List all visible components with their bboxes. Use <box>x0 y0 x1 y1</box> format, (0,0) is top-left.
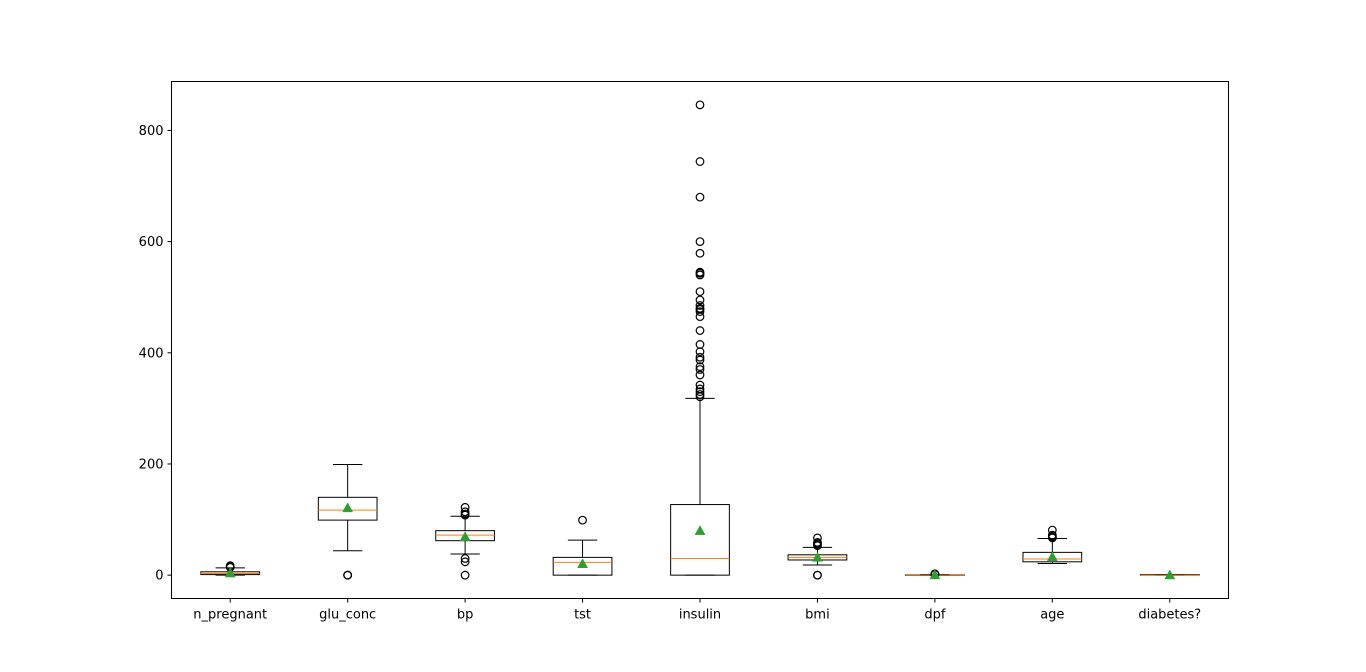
x-tick-label: bmi <box>805 608 830 623</box>
x-axis: n_pregnant glu_conc bp tst insulin bmi dpf age d… <box>193 598 1201 623</box>
box-insulin <box>670 100 730 576</box>
outlier-point <box>695 380 705 390</box>
mean-marker <box>929 569 941 580</box>
outlier-point <box>578 515 587 525</box>
box-bp <box>435 502 495 580</box>
mean-marker <box>577 558 588 569</box>
x-tick-label: n_pregnant <box>193 608 267 623</box>
box-age <box>1022 525 1083 564</box>
x-tick-label: dpf <box>924 608 946 623</box>
outlier-point <box>695 301 705 310</box>
outlier-point <box>695 307 705 317</box>
x-tick-label: age <box>1040 608 1064 623</box>
box-iqr <box>317 496 378 521</box>
axes-frame <box>171 81 1229 599</box>
box-iqr <box>670 504 730 576</box>
y-tick-label: 400 <box>139 346 164 361</box>
outlier-point <box>695 370 705 380</box>
x-tick-label: insulin <box>679 608 721 623</box>
outlier-point <box>695 326 705 335</box>
mean-marker <box>459 531 471 542</box>
outlier-point <box>460 502 470 512</box>
y-tick-label: 0 <box>155 569 163 584</box>
outlier-point <box>695 157 705 166</box>
outlier-point <box>695 287 705 297</box>
mean-marker <box>812 551 823 562</box>
y-axis: 0 200 400 600 800 <box>139 124 172 584</box>
mean-marker <box>342 502 354 513</box>
box-diabetes <box>1139 569 1200 580</box>
outlier-point <box>695 362 705 372</box>
outlier-point <box>460 507 470 517</box>
outlier-point <box>460 554 470 563</box>
outlier-point <box>1047 530 1057 540</box>
box-dpf <box>905 569 965 580</box>
plot-area <box>200 100 1200 580</box>
mean-marker <box>1046 551 1058 562</box>
outlier-point <box>813 537 822 547</box>
mean-marker <box>694 525 706 535</box>
outlier-point <box>460 570 470 580</box>
outlier-point <box>695 347 705 357</box>
outlier-point <box>695 340 705 349</box>
outlier-point <box>460 557 470 567</box>
outlier-point <box>695 237 705 247</box>
mean-marker <box>224 567 236 578</box>
box-iqr <box>552 556 613 576</box>
box-tst <box>552 515 613 576</box>
outlier-point <box>695 295 705 305</box>
y-tick-label: 200 <box>139 457 164 472</box>
box-glu-conc <box>317 464 378 580</box>
box-bmi <box>787 533 848 580</box>
outlier-point <box>695 100 705 110</box>
outlier-point <box>1047 525 1057 535</box>
y-tick-label: 600 <box>139 235 164 250</box>
outlier-point <box>695 303 705 313</box>
outlier-point <box>695 248 705 258</box>
box-n-pregnant <box>200 561 261 578</box>
outlier-point <box>813 570 822 580</box>
outlier-point <box>460 509 470 519</box>
outlier-point <box>695 365 705 374</box>
outlier-point <box>695 384 705 394</box>
outlier-point <box>695 387 705 397</box>
x-tick-label: glu_conc <box>319 608 376 623</box>
outlier-point <box>695 192 705 202</box>
outlier-point <box>343 570 353 580</box>
x-tick-label: tst <box>574 608 591 623</box>
outlier-point <box>695 352 705 362</box>
x-tick-label: bp <box>457 608 474 623</box>
y-tick-label: 800 <box>139 124 164 139</box>
outlier-point <box>695 390 705 399</box>
x-tick-label: diabetes? <box>1138 608 1201 623</box>
outlier-point <box>813 533 822 543</box>
outlier-point <box>695 267 705 277</box>
mean-marker <box>1164 569 1176 580</box>
outlier-point <box>695 355 705 365</box>
